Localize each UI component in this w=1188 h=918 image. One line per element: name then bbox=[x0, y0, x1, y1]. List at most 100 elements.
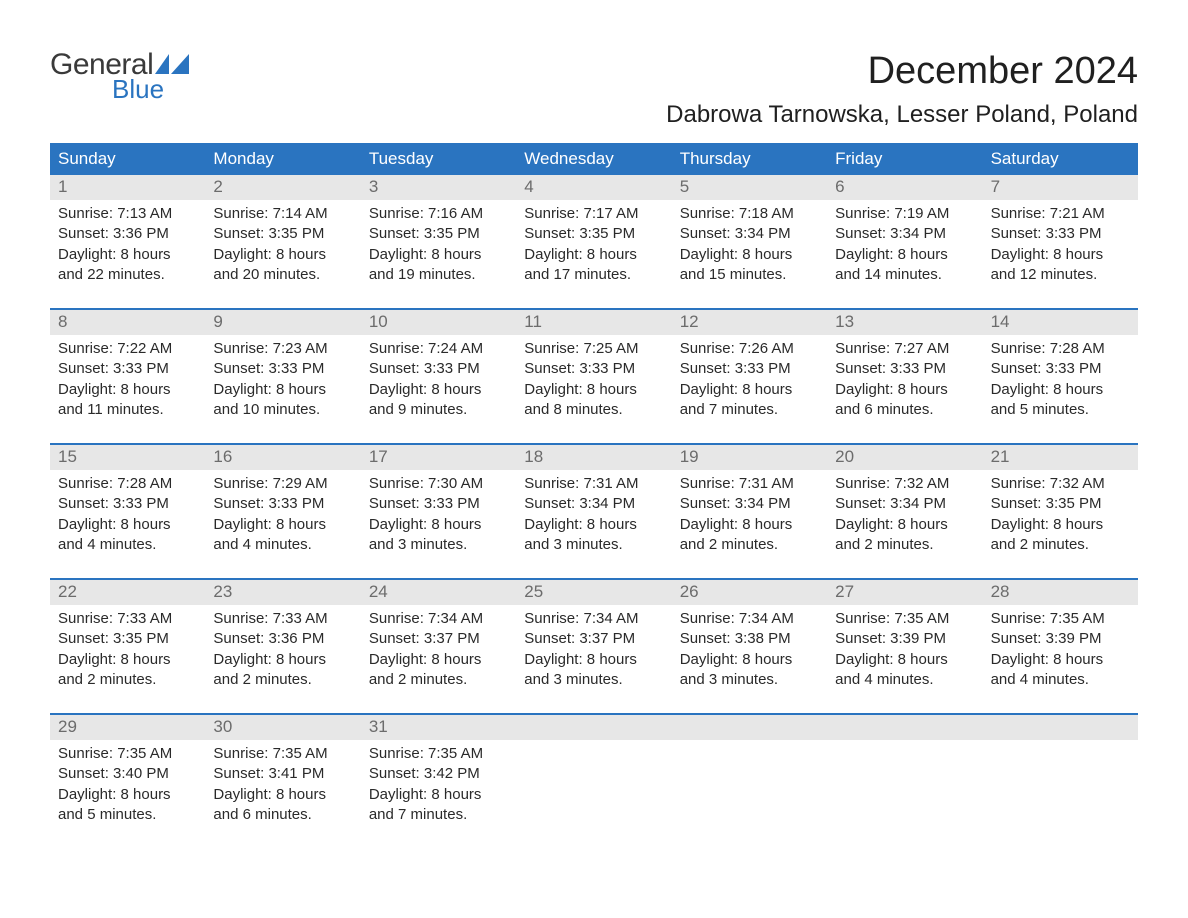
daylight-line: Daylight: 8 hours and 9 minutes. bbox=[369, 380, 508, 421]
day-number-row: 891011121314 bbox=[50, 310, 1138, 335]
daylight-line: Daylight: 8 hours and 4 minutes. bbox=[835, 650, 974, 691]
sunset-line: Sunset: 3:33 PM bbox=[835, 359, 974, 379]
logo-word-blue: Blue bbox=[112, 76, 189, 102]
day-cell: Sunrise: 7:35 AMSunset: 3:39 PMDaylight:… bbox=[827, 605, 982, 701]
sunset-line: Sunset: 3:33 PM bbox=[680, 359, 819, 379]
day-number: 17 bbox=[361, 445, 516, 470]
sunrise-line: Sunrise: 7:26 AM bbox=[680, 339, 819, 359]
sunset-line: Sunset: 3:38 PM bbox=[680, 629, 819, 649]
sunset-line: Sunset: 3:36 PM bbox=[213, 629, 352, 649]
sunrise-line: Sunrise: 7:32 AM bbox=[991, 474, 1130, 494]
day-number: 1 bbox=[50, 175, 205, 200]
day-cell: Sunrise: 7:35 AMSunset: 3:40 PMDaylight:… bbox=[50, 740, 205, 836]
title-block: December 2024 Dabrowa Tarnowska, Lesser … bbox=[666, 50, 1138, 129]
week-row: 891011121314Sunrise: 7:22 AMSunset: 3:33… bbox=[50, 308, 1138, 431]
daylight-line: Daylight: 8 hours and 6 minutes. bbox=[835, 380, 974, 421]
day-number-row: 1234567 bbox=[50, 175, 1138, 200]
daylight-line: Daylight: 8 hours and 4 minutes. bbox=[213, 515, 352, 556]
day-cell: Sunrise: 7:22 AMSunset: 3:33 PMDaylight:… bbox=[50, 335, 205, 431]
day-number: 22 bbox=[50, 580, 205, 605]
day-number: 29 bbox=[50, 715, 205, 740]
day-cell: Sunrise: 7:21 AMSunset: 3:33 PMDaylight:… bbox=[983, 200, 1138, 296]
day-number-row: 22232425262728 bbox=[50, 580, 1138, 605]
day-cell: Sunrise: 7:16 AMSunset: 3:35 PMDaylight:… bbox=[361, 200, 516, 296]
daylight-line: Daylight: 8 hours and 4 minutes. bbox=[991, 650, 1130, 691]
sunrise-line: Sunrise: 7:35 AM bbox=[58, 744, 197, 764]
sunset-line: Sunset: 3:34 PM bbox=[680, 494, 819, 514]
sunset-line: Sunset: 3:34 PM bbox=[835, 494, 974, 514]
sunrise-line: Sunrise: 7:34 AM bbox=[680, 609, 819, 629]
day-cell: Sunrise: 7:31 AMSunset: 3:34 PMDaylight:… bbox=[516, 470, 671, 566]
day-number: 30 bbox=[205, 715, 360, 740]
day-of-week-cell: Tuesday bbox=[361, 143, 516, 175]
sunset-line: Sunset: 3:39 PM bbox=[835, 629, 974, 649]
day-cell bbox=[983, 740, 1138, 836]
sunset-line: Sunset: 3:36 PM bbox=[58, 224, 197, 244]
daylight-line: Daylight: 8 hours and 22 minutes. bbox=[58, 245, 197, 286]
sunset-line: Sunset: 3:37 PM bbox=[524, 629, 663, 649]
sunset-line: Sunset: 3:35 PM bbox=[369, 224, 508, 244]
sunrise-line: Sunrise: 7:16 AM bbox=[369, 204, 508, 224]
day-cell: Sunrise: 7:31 AMSunset: 3:34 PMDaylight:… bbox=[672, 470, 827, 566]
day-cell: Sunrise: 7:25 AMSunset: 3:33 PMDaylight:… bbox=[516, 335, 671, 431]
day-cell: Sunrise: 7:30 AMSunset: 3:33 PMDaylight:… bbox=[361, 470, 516, 566]
day-of-week-cell: Monday bbox=[205, 143, 360, 175]
sunrise-line: Sunrise: 7:33 AM bbox=[58, 609, 197, 629]
sunrise-line: Sunrise: 7:24 AM bbox=[369, 339, 508, 359]
sunset-line: Sunset: 3:34 PM bbox=[524, 494, 663, 514]
daylight-line: Daylight: 8 hours and 17 minutes. bbox=[524, 245, 663, 286]
sunrise-line: Sunrise: 7:29 AM bbox=[213, 474, 352, 494]
day-of-week-cell: Friday bbox=[827, 143, 982, 175]
daylight-line: Daylight: 8 hours and 3 minutes. bbox=[524, 650, 663, 691]
daylight-line: Daylight: 8 hours and 2 minutes. bbox=[835, 515, 974, 556]
day-of-week-cell: Wednesday bbox=[516, 143, 671, 175]
daylight-line: Daylight: 8 hours and 3 minutes. bbox=[680, 650, 819, 691]
daylight-line: Daylight: 8 hours and 2 minutes. bbox=[58, 650, 197, 691]
day-cell: Sunrise: 7:33 AMSunset: 3:35 PMDaylight:… bbox=[50, 605, 205, 701]
day-cell: Sunrise: 7:26 AMSunset: 3:33 PMDaylight:… bbox=[672, 335, 827, 431]
day-cell: Sunrise: 7:32 AMSunset: 3:35 PMDaylight:… bbox=[983, 470, 1138, 566]
weeks-container: 1234567Sunrise: 7:13 AMSunset: 3:36 PMDa… bbox=[50, 175, 1138, 836]
sunset-line: Sunset: 3:33 PM bbox=[213, 494, 352, 514]
sunrise-line: Sunrise: 7:31 AM bbox=[680, 474, 819, 494]
sunset-line: Sunset: 3:35 PM bbox=[58, 629, 197, 649]
day-number: 20 bbox=[827, 445, 982, 470]
day-number: 2 bbox=[205, 175, 360, 200]
daylight-line: Daylight: 8 hours and 14 minutes. bbox=[835, 245, 974, 286]
sunset-line: Sunset: 3:33 PM bbox=[369, 359, 508, 379]
day-number bbox=[827, 715, 982, 740]
location-subtitle: Dabrowa Tarnowska, Lesser Poland, Poland bbox=[666, 101, 1138, 129]
day-number-row: 293031 bbox=[50, 715, 1138, 740]
day-cell: Sunrise: 7:17 AMSunset: 3:35 PMDaylight:… bbox=[516, 200, 671, 296]
daylight-line: Daylight: 8 hours and 2 minutes. bbox=[369, 650, 508, 691]
day-of-week-cell: Saturday bbox=[983, 143, 1138, 175]
day-cell: Sunrise: 7:27 AMSunset: 3:33 PMDaylight:… bbox=[827, 335, 982, 431]
sunset-line: Sunset: 3:33 PM bbox=[991, 224, 1130, 244]
sunrise-line: Sunrise: 7:27 AM bbox=[835, 339, 974, 359]
day-cell: Sunrise: 7:34 AMSunset: 3:37 PMDaylight:… bbox=[361, 605, 516, 701]
day-number: 7 bbox=[983, 175, 1138, 200]
day-number: 28 bbox=[983, 580, 1138, 605]
week-row: 1234567Sunrise: 7:13 AMSunset: 3:36 PMDa… bbox=[50, 175, 1138, 296]
day-number: 14 bbox=[983, 310, 1138, 335]
day-cell: Sunrise: 7:13 AMSunset: 3:36 PMDaylight:… bbox=[50, 200, 205, 296]
daylight-line: Daylight: 8 hours and 2 minutes. bbox=[213, 650, 352, 691]
sunrise-line: Sunrise: 7:34 AM bbox=[369, 609, 508, 629]
day-number: 27 bbox=[827, 580, 982, 605]
sunrise-line: Sunrise: 7:31 AM bbox=[524, 474, 663, 494]
daylight-line: Daylight: 8 hours and 4 minutes. bbox=[58, 515, 197, 556]
sunrise-line: Sunrise: 7:23 AM bbox=[213, 339, 352, 359]
calendar: SundayMondayTuesdayWednesdayThursdayFrid… bbox=[50, 143, 1138, 836]
day-number bbox=[516, 715, 671, 740]
day-cell: Sunrise: 7:28 AMSunset: 3:33 PMDaylight:… bbox=[983, 335, 1138, 431]
sunset-line: Sunset: 3:41 PM bbox=[213, 764, 352, 784]
day-cell: Sunrise: 7:23 AMSunset: 3:33 PMDaylight:… bbox=[205, 335, 360, 431]
day-number: 16 bbox=[205, 445, 360, 470]
header: General Blue December 2024 Dabrowa Tarno… bbox=[50, 50, 1138, 129]
sunrise-line: Sunrise: 7:35 AM bbox=[369, 744, 508, 764]
day-number: 23 bbox=[205, 580, 360, 605]
day-cell: Sunrise: 7:33 AMSunset: 3:36 PMDaylight:… bbox=[205, 605, 360, 701]
sunrise-line: Sunrise: 7:21 AM bbox=[991, 204, 1130, 224]
sunset-line: Sunset: 3:33 PM bbox=[991, 359, 1130, 379]
daylight-line: Daylight: 8 hours and 6 minutes. bbox=[213, 785, 352, 826]
